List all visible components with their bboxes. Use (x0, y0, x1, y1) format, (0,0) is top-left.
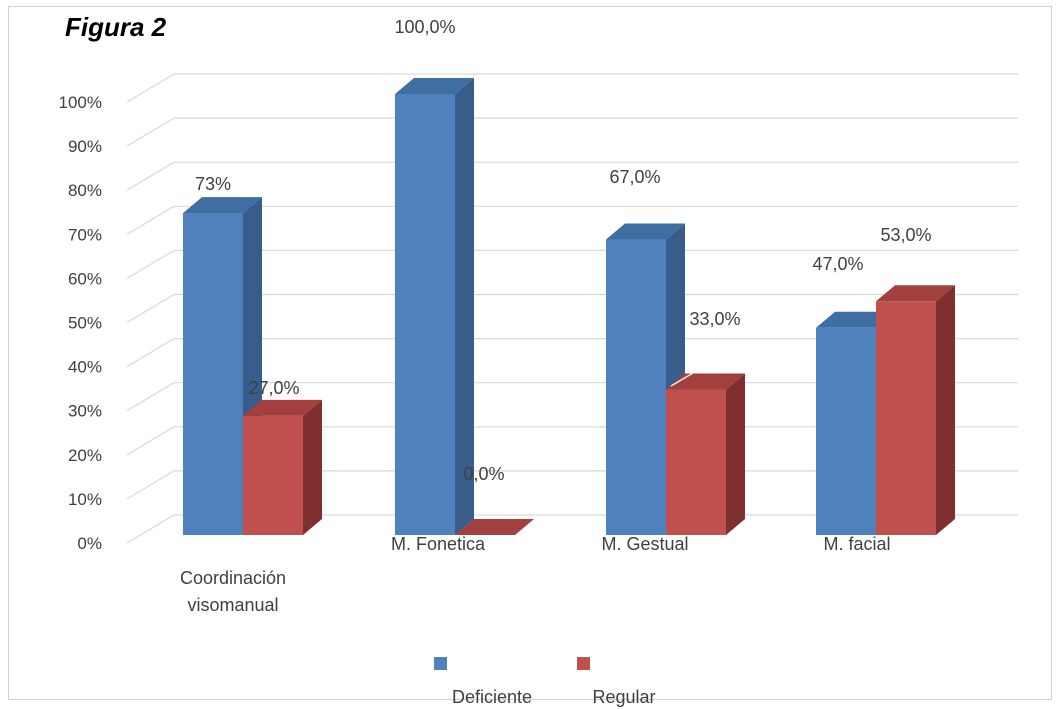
x-category-label: M. Fonetica (391, 534, 486, 554)
data-label: 67,0% (609, 167, 660, 187)
y-tick-label: 40% (68, 358, 102, 377)
bar-deficiente (183, 197, 262, 535)
bar-regular (243, 399, 322, 535)
gridline (126, 293, 1018, 324)
legend-label: Regular (592, 687, 655, 707)
gridline (126, 205, 1018, 235)
gridline (126, 161, 1018, 191)
gridline (126, 117, 1018, 147)
legend-swatch (434, 657, 447, 670)
leader-line (670, 372, 694, 387)
bar-regular (666, 373, 745, 535)
data-label: 27,0% (248, 378, 299, 398)
legend-label: Deficiente (452, 687, 532, 707)
figure-title: Figura 2 (65, 12, 167, 42)
data-label: 100,0% (394, 17, 455, 37)
bar-regular (455, 519, 534, 535)
legend-swatch (577, 657, 590, 670)
data-label: 0,0% (463, 464, 504, 484)
legend-item: Regular (577, 657, 656, 707)
x-category-label: M. facial (823, 534, 890, 554)
y-tick-label: 30% (68, 402, 102, 421)
x-category-label: M. Gestual (601, 534, 688, 554)
y-tick-label: 100% (59, 93, 102, 112)
gridline (126, 73, 1018, 103)
data-label: 33,0% (689, 309, 740, 329)
data-label: 53,0% (880, 225, 931, 245)
y-tick-label: 50% (68, 314, 102, 333)
bar-regular (876, 285, 955, 535)
y-tick-label: 0% (77, 534, 102, 553)
bar-deficiente (395, 78, 474, 535)
y-tick-label: 10% (68, 490, 102, 509)
y-tick-label: 60% (68, 269, 102, 288)
y-tick-label: 20% (68, 446, 102, 465)
data-label: 47,0% (812, 254, 863, 274)
x-category-label: Coordinación visomanual (180, 568, 286, 615)
data-label: 73% (195, 174, 231, 194)
y-tick-label: 80% (68, 181, 102, 200)
y-tick-label: 70% (68, 225, 102, 244)
y-tick-label: 90% (68, 137, 102, 156)
gridline (126, 249, 1018, 279)
legend-item: Deficiente (434, 657, 532, 707)
